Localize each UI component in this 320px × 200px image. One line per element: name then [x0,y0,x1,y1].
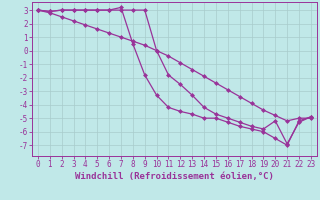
X-axis label: Windchill (Refroidissement éolien,°C): Windchill (Refroidissement éolien,°C) [75,172,274,181]
